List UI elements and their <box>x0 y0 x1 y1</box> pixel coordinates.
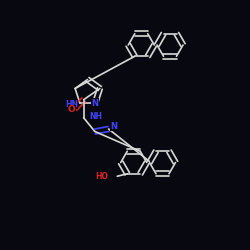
Text: NH: NH <box>89 112 102 121</box>
Text: N: N <box>110 122 117 131</box>
Text: HN: HN <box>65 100 78 109</box>
Text: N: N <box>92 98 99 108</box>
Text: O: O <box>68 105 76 114</box>
Text: HO: HO <box>96 172 108 181</box>
